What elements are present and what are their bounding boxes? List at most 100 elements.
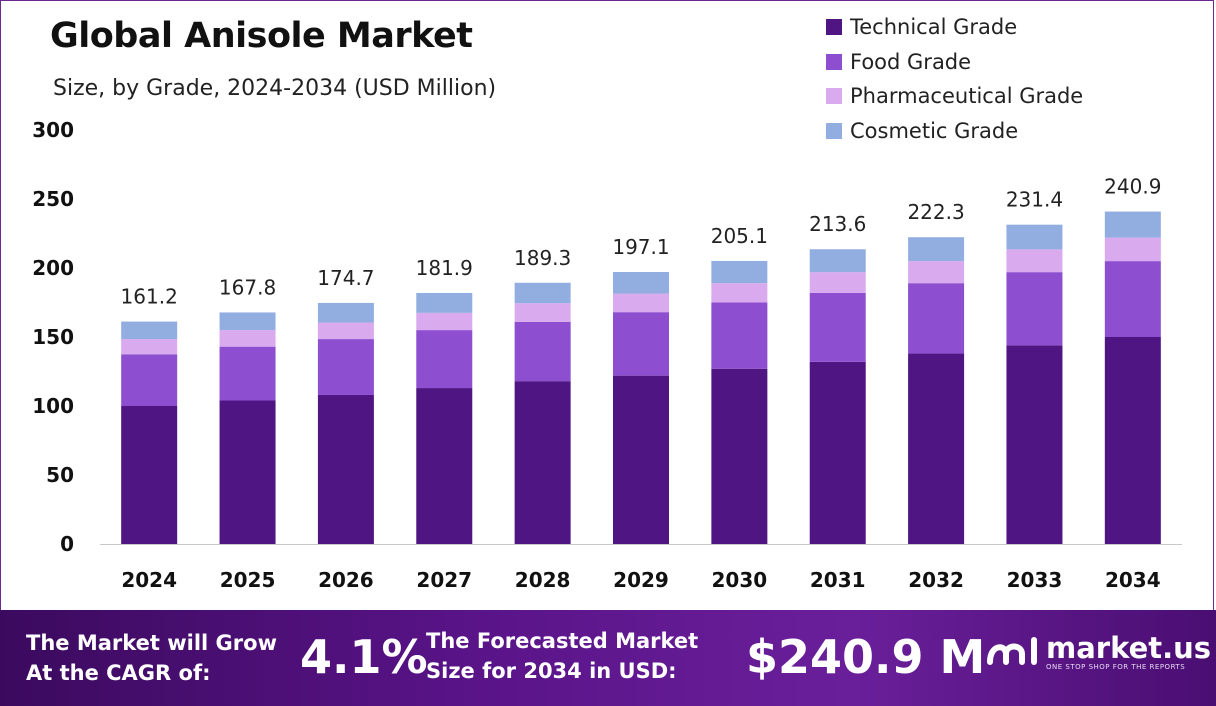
bar-segment-food-grade bbox=[514, 321, 571, 382]
x-tick-label: 2034 bbox=[1105, 568, 1161, 592]
bar-segment-food-grade bbox=[219, 346, 276, 401]
x-tick-label: 2030 bbox=[712, 568, 768, 592]
bar-segment-cosmetic-grade bbox=[711, 260, 768, 284]
x-tick-label: 2027 bbox=[416, 568, 472, 592]
y-tick-label: 150 bbox=[32, 325, 74, 349]
bar-segment-food-grade bbox=[711, 302, 768, 369]
bar-segment-technical-grade bbox=[317, 394, 374, 544]
bar-segment-cosmetic-grade bbox=[514, 282, 571, 304]
x-tick-label: 2033 bbox=[1007, 568, 1063, 592]
brand-tagline: ONE STOP SHOP FOR THE REPORTS bbox=[1046, 663, 1186, 671]
bar-total-label: 213.6 bbox=[809, 212, 866, 236]
bar-segment-food-grade bbox=[317, 339, 374, 395]
bar-total-label: 197.1 bbox=[612, 235, 669, 259]
cagr-caption-line2: At the CAGR of: bbox=[26, 661, 211, 685]
forecast-caption-line2: Size for 2034 in USD: bbox=[426, 659, 677, 683]
bar-segment-food-grade bbox=[416, 330, 473, 389]
bar-segment-food-grade bbox=[121, 354, 178, 406]
y-tick-label: 250 bbox=[32, 187, 74, 211]
bar-segment-technical-grade bbox=[416, 388, 473, 544]
bar-segment-pharmaceutical-grade bbox=[514, 303, 571, 322]
legend-label: Pharmaceutical Grade bbox=[850, 84, 1084, 109]
bar-segment-technical-grade bbox=[514, 381, 571, 544]
chart-subtitle: Size, by Grade, 2024-2034 (USD Million) bbox=[53, 76, 497, 101]
bar-total-label: 240.9 bbox=[1104, 175, 1161, 199]
cagr-caption-line1: The Market will Grow bbox=[26, 631, 277, 655]
bar-segment-technical-grade bbox=[1006, 345, 1063, 544]
bar-segment-pharmaceutical-grade bbox=[219, 330, 276, 347]
legend-swatch bbox=[826, 122, 842, 139]
bar-segment-food-grade bbox=[908, 283, 965, 354]
bar-total-label: 161.2 bbox=[121, 285, 178, 309]
bar-segment-pharmaceutical-grade bbox=[416, 312, 473, 331]
bar-segment-pharmaceutical-grade bbox=[121, 339, 178, 355]
bar-total-label: 189.3 bbox=[514, 246, 571, 270]
bar-segment-cosmetic-grade bbox=[219, 312, 276, 331]
bar-segment-technical-grade bbox=[613, 375, 669, 544]
market-us-logo-icon bbox=[987, 637, 1037, 665]
legend-label: Technical Grade bbox=[850, 15, 1018, 40]
x-tick-label: 2024 bbox=[121, 568, 177, 592]
legend-label: Food Grade bbox=[850, 49, 972, 74]
forecast-value: $240.9 M bbox=[746, 630, 986, 684]
y-tick-label: 50 bbox=[46, 463, 74, 487]
x-tick-label: 2025 bbox=[220, 568, 276, 592]
legend-item-food-grade: Food Grade bbox=[826, 45, 1083, 80]
legend: Technical Grade Food Grade Pharmaceutica… bbox=[826, 10, 1083, 148]
bar-segment-cosmetic-grade bbox=[1104, 211, 1161, 238]
bar-segment-pharmaceutical-grade bbox=[908, 261, 965, 284]
bar-segment-pharmaceutical-grade bbox=[613, 293, 669, 313]
bar-segment-cosmetic-grade bbox=[613, 272, 669, 294]
legend-swatch bbox=[826, 88, 842, 105]
y-tick-label: 0 bbox=[60, 532, 74, 556]
bar-total-label: 205.1 bbox=[711, 224, 768, 248]
bar-segment-pharmaceutical-grade bbox=[809, 272, 866, 293]
summary-banner: The Market will Grow At the CAGR of: 4.1… bbox=[0, 610, 1216, 706]
bar-segment-technical-grade bbox=[711, 368, 768, 544]
legend-item-pharmaceutical-grade: Pharmaceutical Grade bbox=[826, 79, 1083, 114]
y-tick-label: 100 bbox=[32, 394, 74, 418]
x-tick-label: 2028 bbox=[515, 568, 571, 592]
brand-logo: market.us ONE STOP SHOP FOR THE REPORTS bbox=[986, 632, 1211, 672]
bar-segment-pharmaceutical-grade bbox=[711, 283, 768, 303]
x-tick-label: 2031 bbox=[810, 568, 866, 592]
bar-segment-technical-grade bbox=[908, 353, 965, 544]
bar-segment-cosmetic-grade bbox=[809, 249, 866, 273]
bar-segment-food-grade bbox=[613, 312, 669, 376]
bar-total-label: 181.9 bbox=[416, 256, 473, 280]
legend-item-cosmetic-grade: Cosmetic Grade bbox=[826, 114, 1083, 149]
bar-segment-cosmetic-grade bbox=[317, 302, 374, 323]
bar-segment-cosmetic-grade bbox=[416, 292, 473, 313]
bar-segment-pharmaceutical-grade bbox=[1006, 249, 1063, 273]
forecast-caption-line1: The Forecasted Market bbox=[426, 629, 699, 653]
bar-total-label: 222.3 bbox=[907, 200, 964, 224]
y-tick-label: 200 bbox=[32, 256, 74, 280]
cagr-caption: The Market will Grow At the CAGR of: bbox=[26, 628, 277, 688]
bar-total-label: 167.8 bbox=[219, 275, 276, 299]
legend-item-technical-grade: Technical Grade bbox=[826, 10, 1083, 45]
x-tick-label: 2032 bbox=[908, 568, 964, 592]
legend-label: Cosmetic Grade bbox=[850, 118, 1019, 143]
bar-segment-pharmaceutical-grade bbox=[317, 322, 374, 340]
bar-total-label: 174.7 bbox=[317, 266, 374, 290]
x-tick-label: 2026 bbox=[318, 568, 374, 592]
chart-title: Global Anisole Market bbox=[50, 16, 473, 56]
bar-segment-cosmetic-grade bbox=[121, 321, 178, 340]
legend-swatch bbox=[826, 19, 842, 36]
brand-text: market.us ONE STOP SHOP FOR THE REPORTS bbox=[1046, 633, 1211, 671]
x-tick-label: 2029 bbox=[613, 568, 669, 592]
bar-segment-cosmetic-grade bbox=[1006, 224, 1063, 250]
bar-segment-technical-grade bbox=[809, 361, 866, 544]
bar-segment-pharmaceutical-grade bbox=[1104, 237, 1161, 262]
brand-name: market.us bbox=[1046, 631, 1212, 665]
y-tick-label: 300 bbox=[32, 118, 74, 142]
bar-segment-food-grade bbox=[1104, 261, 1161, 337]
bar-segment-technical-grade bbox=[1104, 337, 1161, 544]
bar-segment-food-grade bbox=[1006, 272, 1063, 346]
cagr-value: 4.1% bbox=[300, 630, 428, 684]
bar-total-label: 231.4 bbox=[1006, 188, 1063, 212]
forecast-caption: The Forecasted Market Size for 2034 in U… bbox=[426, 626, 698, 686]
bar-segment-technical-grade bbox=[121, 406, 178, 544]
legend-swatch bbox=[826, 53, 842, 70]
bar-segment-technical-grade bbox=[219, 400, 276, 544]
